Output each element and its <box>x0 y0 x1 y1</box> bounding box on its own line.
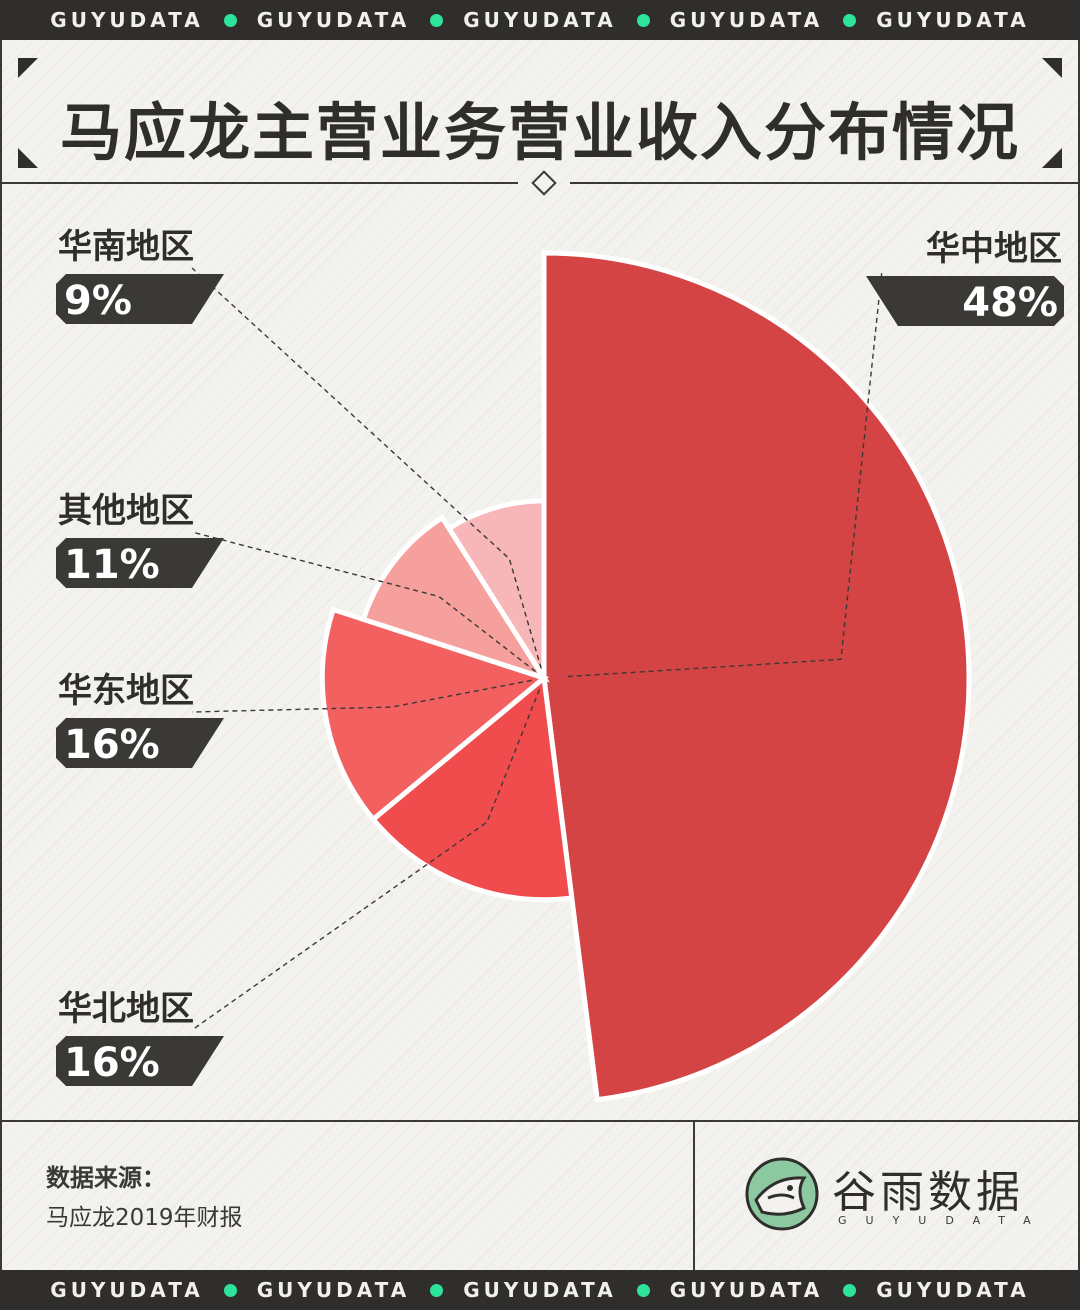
top-ticker-bar: GUYUDATA GUYUDATA GUYUDATA GUYUDATA GUYU… <box>0 0 1080 40</box>
ticker-word: GUYUDATA <box>50 8 204 32</box>
percent-tag <box>56 718 224 768</box>
source-text: 马应龙2019年财报 <box>46 1205 243 1231</box>
slice-label: 华南地区 9% <box>56 227 224 324</box>
ticker-word: GUYUDATA <box>669 8 824 32</box>
slice-label-value: 16% <box>64 722 160 768</box>
guyu-logo-icon <box>745 1157 819 1231</box>
slice-label-value: 48% <box>962 280 1058 326</box>
pie-slice <box>541 250 972 1103</box>
leader-line <box>191 689 541 1031</box>
green-dot-icon <box>636 1283 650 1297</box>
divider <box>570 182 1078 184</box>
percent-tag <box>866 276 1064 326</box>
slice-label-name: 华北地区 <box>58 989 194 1029</box>
percent-tag <box>56 274 224 324</box>
green-dot-icon <box>636 13 650 27</box>
pie-slice <box>445 498 547 687</box>
percent-tag <box>56 1036 224 1086</box>
green-dot-icon <box>223 13 237 27</box>
slice-label: 华东地区 16% <box>56 671 224 768</box>
green-dot-icon <box>843 13 857 27</box>
ticker-word: GUYUDATA <box>463 8 617 32</box>
divider <box>2 182 518 184</box>
leader-line <box>191 679 532 713</box>
slice-label: 其他地区 11% <box>56 491 224 588</box>
ticker-word: GUYUDATA <box>50 1278 204 1302</box>
slice-label-value: 16% <box>64 1040 160 1086</box>
rose-pie-chart: 华中地区 48% 华北地区 16% 华东地区 16% 其他地区 11% 华南地区 9% <box>56 227 1064 1103</box>
divider <box>693 1120 695 1270</box>
slice-label-name: 华南地区 <box>58 227 194 267</box>
corner-mark-icon <box>18 148 38 168</box>
green-dot-icon <box>223 1283 237 1297</box>
green-dot-icon <box>843 1283 857 1297</box>
green-dot-icon <box>430 1283 444 1297</box>
ticker-word: GUYUDATA <box>463 1278 617 1302</box>
slice-label: 华北地区 16% <box>56 989 224 1086</box>
brand-name: 谷雨数据 <box>832 1167 1024 1218</box>
corner-mark-icon <box>1042 58 1062 78</box>
slice-label-name: 华中地区 <box>926 229 1062 269</box>
source-label: 数据来源： <box>46 1164 166 1192</box>
slice-label-value: 9% <box>64 278 132 324</box>
percent-tag <box>56 538 224 588</box>
page-title: 马应龙主营业务营业收入分布情况 <box>59 96 1020 169</box>
content-card: 马应龙主营业务营业收入分布情况 华中地区 48% 华北地区 16% 华东地区 16% 其他地… <box>0 40 1080 1270</box>
bottom-ticker-bar: GUYUDATA GUYUDATA GUYUDATA GUYUDATA GUYU… <box>0 1270 1080 1310</box>
slice-label: 华中地区 48% <box>866 229 1064 326</box>
corner-mark-icon <box>1042 148 1062 168</box>
slice-label-value: 11% <box>64 542 160 588</box>
ticker-word: GUYUDATA <box>669 1278 824 1302</box>
leader-line <box>567 269 883 678</box>
divider <box>2 1120 1078 1122</box>
ticker-word: GUYUDATA <box>876 1278 1030 1302</box>
ticker-word: GUYUDATA <box>256 8 411 32</box>
leader-line <box>191 267 542 669</box>
brand-subtitle: GUYUDATA <box>838 1214 1050 1227</box>
corner-mark-icon <box>18 58 38 78</box>
ticker-word: GUYUDATA <box>876 8 1030 32</box>
green-dot-icon <box>430 13 444 27</box>
leader-line <box>191 531 537 673</box>
slice-label-name: 华东地区 <box>58 671 194 711</box>
slice-label-name: 其他地区 <box>58 491 194 531</box>
ticker-word: GUYUDATA <box>256 1278 411 1302</box>
pie-slice <box>360 514 550 683</box>
